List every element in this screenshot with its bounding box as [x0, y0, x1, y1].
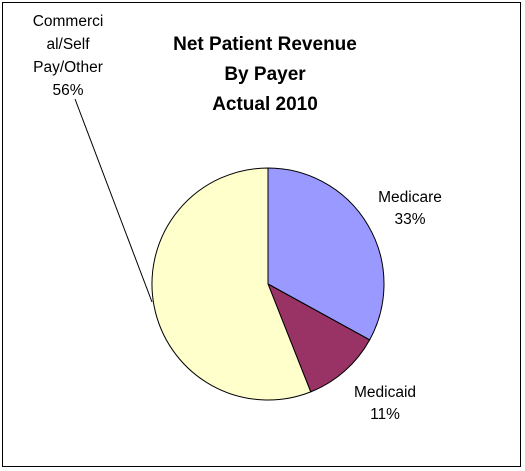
pie-slice-medicaid	[267, 282, 371, 393]
title-line-2: By Payer	[224, 64, 306, 85]
chart-title: Net Patient Revenue By Payer Actual 2010	[173, 34, 357, 115]
commercial-label-line-3: Pay/Other	[33, 59, 103, 76]
slice-label-commercial: Commerci al/Self Pay/Other 56%	[33, 13, 104, 99]
title-line-3: Actual 2010	[212, 94, 318, 115]
commercial-label-line-2: al/Self	[46, 36, 90, 53]
commercial-label-line-1: Commerci	[33, 13, 104, 30]
medicaid-label-name: Medicaid	[354, 384, 416, 401]
title-line-1: Net Patient Revenue	[173, 34, 357, 55]
commercial-leader-line	[74, 98, 153, 303]
medicare-label-name: Medicare	[378, 189, 442, 206]
pie-slice-medicare	[267, 167, 385, 341]
slice-label-medicaid: Medicaid 11%	[354, 384, 416, 423]
medicaid-label-percent: 11%	[370, 406, 400, 423]
commercial-label-percent: 56%	[52, 82, 83, 99]
pie-slices	[151, 167, 385, 401]
medicare-label-percent: 33%	[394, 211, 425, 228]
pie-slice-commercial-self-pay-other	[151, 167, 312, 401]
slice-label-medicare: Medicare 33%	[378, 189, 442, 228]
